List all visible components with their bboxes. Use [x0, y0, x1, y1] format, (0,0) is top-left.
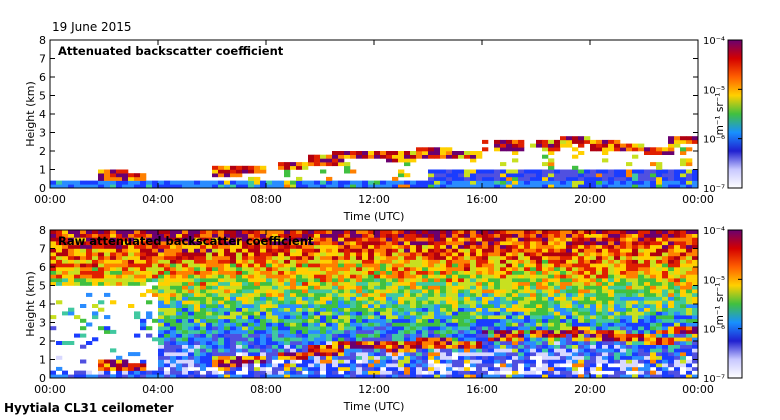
y-tick-label: 2: [39, 335, 46, 348]
x-tick-label: 16:00: [466, 193, 498, 206]
colorbar: [727, 39, 743, 189]
colorbar-tick-label: 10⁻⁵: [703, 275, 725, 286]
y-tick-label: 5: [39, 90, 46, 103]
x-tick-label: 08:00: [250, 193, 282, 206]
y-tick-label: 3: [39, 317, 46, 330]
instrument-label: Hyytiala CL31 ceilometer: [4, 401, 174, 415]
date-label: 19 June 2015: [52, 20, 132, 34]
heatmap-cells: [50, 136, 699, 189]
colorbar-tick-label: 10⁻⁶: [703, 135, 725, 146]
y-tick-label: 1: [39, 164, 46, 177]
x-axis-label: Time (UTC): [343, 400, 405, 413]
y-tick-label: 6: [39, 261, 46, 274]
panel-title: Attenuated backscatter coefficient: [58, 44, 284, 58]
y-tick-label: 8: [39, 224, 46, 237]
y-tick-label: 5: [39, 280, 46, 293]
y-tick-label: 0: [39, 182, 46, 195]
colorbar-tick-label: 10⁻⁴: [703, 226, 725, 237]
y-tick-label: 4: [39, 298, 46, 311]
x-tick-label: 00:00: [34, 383, 66, 396]
y-tick-label: 7: [39, 53, 46, 66]
colorbar-tick-label: 10⁻⁵: [703, 85, 725, 96]
x-tick-label: 20:00: [574, 193, 606, 206]
x-tick-label: 00:00: [34, 193, 66, 206]
y-tick-label: 3: [39, 127, 46, 140]
x-axis-label: Time (UTC): [343, 210, 405, 223]
y-tick-label: 0: [39, 372, 46, 385]
y-tick-label: 1: [39, 354, 46, 367]
x-tick-label: 12:00: [358, 383, 390, 396]
y-tick-label: 7: [39, 243, 46, 256]
colorbar-tick-label: 10⁻⁶: [703, 325, 725, 336]
x-tick-label: 12:00: [358, 193, 390, 206]
y-tick-label: 4: [39, 108, 46, 121]
panel-1: 0 1 2 3 4 5 6 7 8 00:00 04:00 08:00 12:00 16:00 20:00 0…: [24, 34, 743, 223]
y-axis-label: Height (km): [24, 81, 37, 147]
colorbar-tick-label: 10⁻⁷: [703, 184, 725, 195]
x-tick-label: 04:00: [142, 193, 174, 206]
x-tick-label: 00:00: [682, 193, 714, 206]
panel-2: 0 1 2 3 4 5 6 7 8 00:00 04:00 08:00 12:00 16:00 20:00 0…: [24, 224, 743, 413]
colorbar-unit-label: m⁻¹ sr⁻¹: [714, 93, 726, 136]
y-tick-label: 8: [39, 34, 46, 47]
colorbar-unit-label: m⁻¹ sr⁻¹: [714, 283, 726, 326]
plot-frame: [49, 39, 699, 189]
y-tick-label: 6: [39, 71, 46, 84]
colorbar: [727, 229, 743, 379]
panel-title: Raw attenuated backscatter coefficient: [58, 234, 314, 248]
y-tick-label: 2: [39, 145, 46, 158]
x-tick-label: 20:00: [574, 383, 606, 396]
x-tick-label: 08:00: [250, 383, 282, 396]
colorbar-tick-label: 10⁻⁴: [703, 36, 725, 47]
y-axis-label: Height (km): [24, 271, 37, 337]
heatmap-cells: [50, 230, 699, 379]
x-tick-label: 16:00: [466, 383, 498, 396]
x-tick-label: 04:00: [142, 383, 174, 396]
x-tick-label: 00:00: [682, 383, 714, 396]
colorbar-tick-label: 10⁻⁷: [703, 374, 725, 385]
